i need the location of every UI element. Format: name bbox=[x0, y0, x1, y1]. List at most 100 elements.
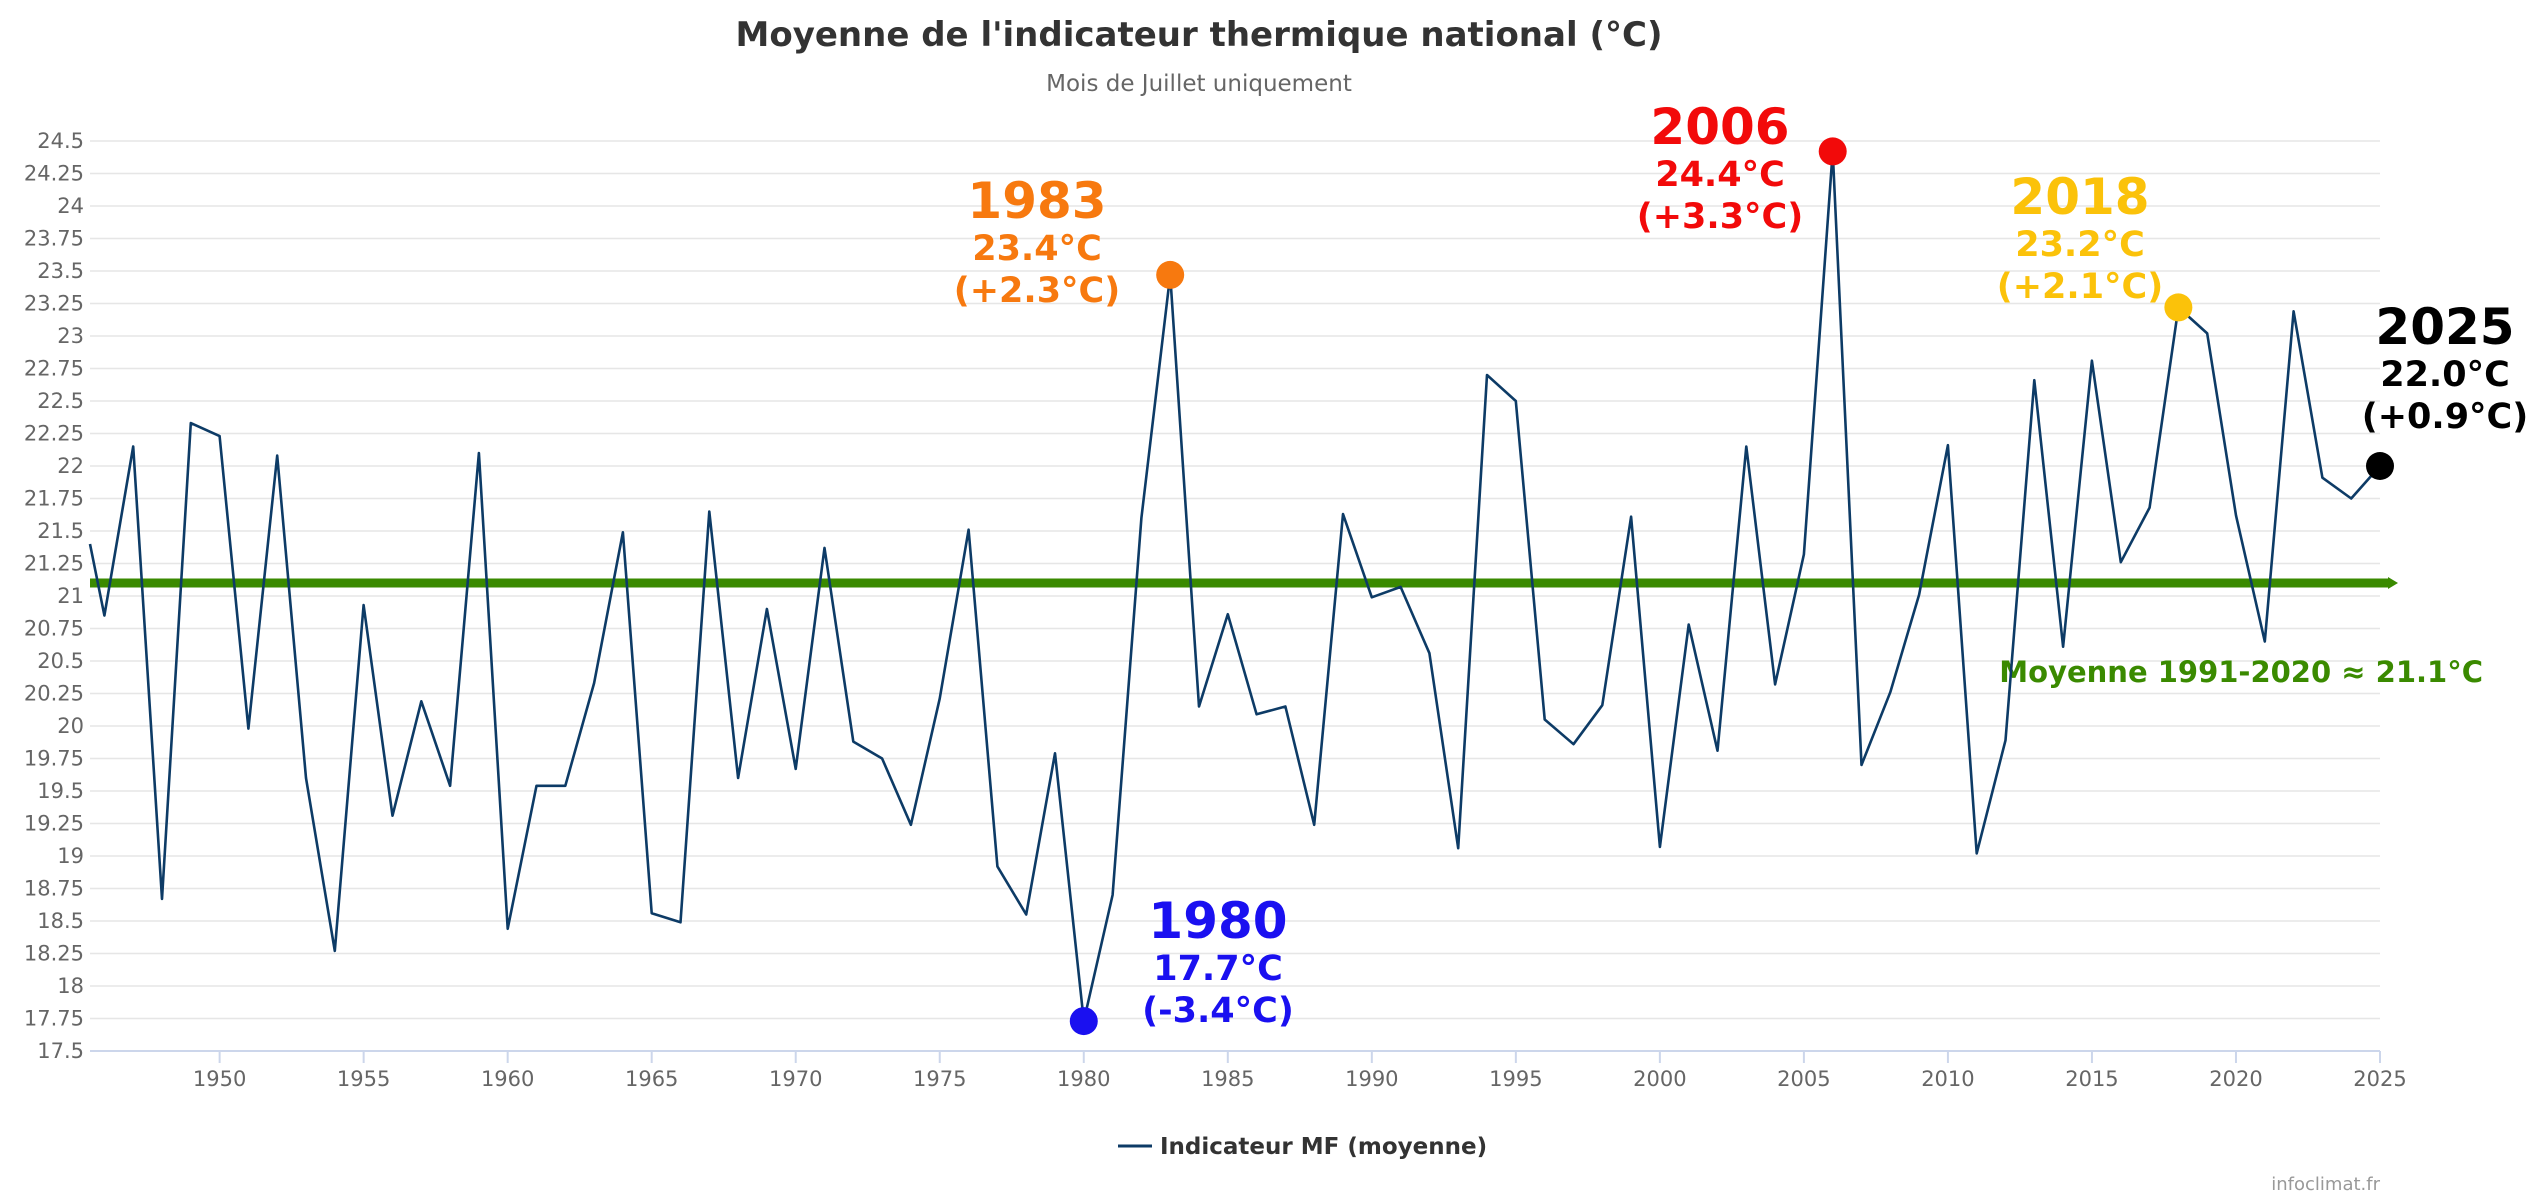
annotation-marker-2025[interactable] bbox=[2366, 452, 2394, 480]
data-point[interactable] bbox=[160, 897, 164, 901]
data-point[interactable] bbox=[1600, 703, 1604, 707]
annotation-marker-1980[interactable] bbox=[1069, 1007, 1098, 1036]
data-point[interactable] bbox=[534, 784, 538, 788]
data-point[interactable] bbox=[1744, 445, 1748, 449]
data-point[interactable] bbox=[275, 454, 279, 458]
data-point[interactable] bbox=[1226, 612, 1230, 616]
data-point[interactable] bbox=[1773, 682, 1777, 686]
data-point[interactable] bbox=[909, 823, 913, 827]
y-tick-label: 18.75 bbox=[24, 877, 84, 901]
data-point[interactable] bbox=[362, 603, 366, 607]
legend[interactable]: Indicateur MF (moyenne) bbox=[1118, 1134, 1487, 1160]
data-point[interactable] bbox=[2119, 560, 2123, 564]
data-point[interactable] bbox=[304, 776, 308, 780]
data-point[interactable] bbox=[2263, 640, 2267, 644]
y-tick-label: 21.5 bbox=[37, 519, 84, 543]
data-point[interactable] bbox=[102, 614, 106, 618]
data-point[interactable] bbox=[419, 699, 423, 703]
data-point[interactable] bbox=[2148, 506, 2152, 510]
data-point[interactable] bbox=[390, 814, 394, 818]
data-point[interactable] bbox=[1802, 552, 1806, 556]
annotation-year-2018: 2018 bbox=[2010, 168, 2149, 226]
data-point[interactable] bbox=[131, 445, 135, 449]
y-tick-label: 20.75 bbox=[24, 617, 84, 641]
data-point[interactable] bbox=[1427, 651, 1431, 655]
data-point[interactable] bbox=[2032, 378, 2036, 382]
data-point[interactable] bbox=[333, 949, 337, 953]
data-point[interactable] bbox=[1485, 373, 1489, 377]
data-point[interactable] bbox=[88, 542, 92, 546]
annotation-year-2025: 2025 bbox=[2375, 298, 2514, 356]
data-point[interactable] bbox=[1111, 893, 1115, 897]
data-point[interactable] bbox=[1888, 690, 1892, 694]
data-point[interactable] bbox=[1514, 399, 1518, 403]
annotation-marker-2018[interactable] bbox=[2164, 293, 2193, 322]
data-point[interactable] bbox=[2090, 359, 2094, 363]
data-point[interactable] bbox=[2061, 645, 2065, 649]
data-point[interactable] bbox=[1917, 593, 1921, 597]
data-point[interactable] bbox=[967, 528, 971, 532]
data-point[interactable] bbox=[506, 927, 510, 931]
data-point[interactable] bbox=[1658, 845, 1662, 849]
data-point[interactable] bbox=[938, 697, 942, 701]
data-point[interactable] bbox=[2292, 309, 2296, 313]
annotation-diff-2006: (+3.3°C) bbox=[1637, 197, 1804, 237]
data-point[interactable] bbox=[1341, 512, 1345, 516]
y-tick-label: 21 bbox=[57, 584, 84, 608]
data-point[interactable] bbox=[679, 920, 683, 924]
y-tick-label: 20 bbox=[57, 714, 84, 738]
legend-label[interactable]: Indicateur MF (moyenne) bbox=[1160, 1134, 1487, 1160]
credit-text[interactable]: infoclimat.fr bbox=[2271, 1174, 2380, 1195]
annotation-marker-2006[interactable] bbox=[1818, 137, 1847, 166]
data-point[interactable] bbox=[1283, 705, 1287, 709]
y-tick-label: 24.25 bbox=[24, 162, 84, 186]
data-point[interactable] bbox=[880, 757, 884, 761]
data-point[interactable] bbox=[1197, 705, 1201, 709]
annotation-diff-2025: (+0.9°C) bbox=[2362, 397, 2529, 437]
data-point[interactable] bbox=[1946, 443, 1950, 447]
data-point[interactable] bbox=[1629, 515, 1633, 519]
data-point[interactable] bbox=[189, 421, 193, 425]
data-point[interactable] bbox=[2234, 513, 2238, 517]
x-tick-label: 1950 bbox=[193, 1067, 246, 1091]
data-point[interactable] bbox=[2320, 476, 2324, 480]
data-point[interactable] bbox=[707, 510, 711, 514]
data-point[interactable] bbox=[995, 864, 999, 868]
data-point[interactable] bbox=[2004, 738, 2008, 742]
data-point[interactable] bbox=[1370, 595, 1374, 599]
y-tick-label: 22 bbox=[57, 454, 84, 478]
data-point[interactable] bbox=[621, 530, 625, 534]
data-point[interactable] bbox=[765, 607, 769, 611]
data-point[interactable] bbox=[736, 776, 740, 780]
data-point[interactable] bbox=[1860, 763, 1864, 767]
data-point[interactable] bbox=[246, 727, 250, 731]
x-tick-label: 2005 bbox=[1777, 1067, 1830, 1091]
data-point[interactable] bbox=[1715, 749, 1719, 753]
data-point[interactable] bbox=[477, 451, 481, 455]
data-point[interactable] bbox=[1053, 751, 1057, 755]
data-point[interactable] bbox=[1571, 742, 1575, 746]
data-point[interactable] bbox=[2205, 331, 2209, 335]
data-point[interactable] bbox=[592, 681, 596, 685]
data-point[interactable] bbox=[1975, 851, 1979, 855]
data-point[interactable] bbox=[1399, 585, 1403, 589]
data-point[interactable] bbox=[794, 767, 798, 771]
data-point[interactable] bbox=[823, 546, 827, 550]
data-point[interactable] bbox=[1687, 623, 1691, 627]
data-point[interactable] bbox=[1255, 712, 1259, 716]
data-point[interactable] bbox=[1456, 846, 1460, 850]
data-point[interactable] bbox=[1024, 913, 1028, 917]
annotation-marker-1983[interactable] bbox=[1156, 260, 1185, 289]
data-point[interactable] bbox=[448, 784, 452, 788]
data-point[interactable] bbox=[851, 740, 855, 744]
data-point[interactable] bbox=[218, 434, 222, 438]
data-point[interactable] bbox=[2349, 497, 2353, 501]
data-point[interactable] bbox=[1139, 516, 1143, 520]
x-tick-label: 1990 bbox=[1345, 1067, 1398, 1091]
data-point[interactable] bbox=[1543, 718, 1547, 722]
data-point[interactable] bbox=[650, 911, 654, 915]
data-point[interactable] bbox=[563, 784, 567, 788]
data-point[interactable] bbox=[1312, 823, 1316, 827]
